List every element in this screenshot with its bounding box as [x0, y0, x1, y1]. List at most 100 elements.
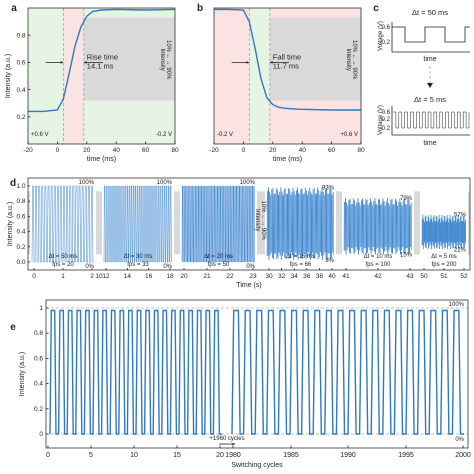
- segment-dt-label: Δt = 5 ms: [431, 254, 457, 260]
- segment-bottom-label: 0%: [85, 264, 94, 270]
- top-square-wave: [392, 26, 470, 43]
- right-voltage-label: -0.2 V: [156, 132, 172, 138]
- x-tick-label: 41: [342, 273, 350, 280]
- bottom-x-label: time: [423, 140, 436, 147]
- y-tick-label: 0.6: [34, 355, 43, 362]
- segment-bottom-label: 15%: [400, 253, 413, 259]
- y-tick-label: 1.0: [16, 183, 25, 190]
- y-tick-label: 0.8: [16, 32, 25, 39]
- segment-top-label: 93%: [322, 185, 335, 191]
- x-tick-label: 40: [113, 147, 121, 154]
- plot-frame: [27, 177, 471, 271]
- y-tick-label: 0.6: [16, 213, 25, 220]
- panel-letter: e: [10, 322, 16, 333]
- x-tick-label: 12: [102, 273, 110, 280]
- x-tick-label: 40: [299, 147, 307, 154]
- waveform-left: [49, 309, 222, 435]
- y-tick-label: 0.8: [16, 198, 25, 205]
- panel-letter: b: [197, 3, 203, 14]
- segment-waveform: [103, 185, 172, 263]
- band-word: Intensity: [254, 209, 260, 231]
- panel-e: e 100% 0% +1960 cycles 0 0.2 0.4 0.6 0.8 1 Intensi…: [10, 299, 471, 469]
- segment-dt-label: Δt = 15 ms: [286, 254, 315, 260]
- x-tick-label: 0: [56, 147, 60, 154]
- y-tick-label: 0.2: [16, 114, 25, 121]
- top-y-label: Voltage (V): [378, 21, 384, 51]
- x-tick-label: 2000: [455, 452, 471, 459]
- panel-letter: a: [11, 3, 17, 14]
- segment-bottom-label: 0%: [163, 264, 172, 270]
- band-word: Intensity: [345, 49, 351, 71]
- shade-right-top: [83, 8, 175, 18]
- shade-left-bottom: [28, 100, 64, 144]
- x-tick-label: 10: [95, 273, 103, 280]
- x-tick-label: 36: [303, 273, 311, 280]
- segment-dt-label: Δt = 20 ms: [204, 254, 233, 260]
- top-y-tick: -0.2: [380, 40, 391, 46]
- time-value: 14.1 ms: [87, 61, 114, 70]
- bottom-y-tick: 0.6: [382, 110, 391, 116]
- segment-top-label: 100%: [79, 180, 95, 186]
- shade-left-top: [28, 8, 64, 18]
- shade-mid: [249, 8, 270, 144]
- segment-bottom-label: 22%: [454, 247, 467, 253]
- y-tick-label: 0.4: [16, 229, 25, 236]
- x-tick-label: 30: [265, 273, 273, 280]
- x-tick-label: 14: [124, 273, 132, 280]
- x-tick-label: 1995: [398, 452, 414, 459]
- bottom-y-tick: 0.2: [382, 117, 391, 123]
- x-tick-label: 0: [32, 273, 36, 280]
- band-right: [269, 17, 361, 101]
- segment-top-label: 79%: [400, 196, 413, 202]
- x-tick-label: -20: [209, 147, 219, 154]
- y-tick-label: 0.8: [34, 330, 43, 337]
- segment-waveform: [31, 185, 94, 263]
- x-tick-label: 52: [460, 273, 468, 280]
- x-tick-label: 1: [61, 273, 65, 280]
- time-value: 11.7 ms: [273, 61, 299, 70]
- signal-curve: [214, 8, 361, 111]
- segment-fps-label: fps = 50: [208, 262, 230, 268]
- x-tick-label: 60: [142, 147, 150, 154]
- x-tick-label: 20: [83, 147, 91, 154]
- x-tick-label: 0: [46, 452, 50, 459]
- y-tick-label: 0: [39, 431, 43, 438]
- x-tick-label: 16: [145, 273, 153, 280]
- time-arrow-right-head: [83, 61, 87, 64]
- x-tick-label: 38: [316, 273, 324, 280]
- band-word: Intensity: [159, 49, 165, 71]
- panel-c: c Δt = 50 ms 0.6 -0.2 time Voltage (V) Δt = 5 …: [373, 3, 470, 147]
- x-axis-label: Time (s): [236, 282, 261, 289]
- x-tick-label: 20: [180, 273, 188, 280]
- segment-fps-label: fps = 33: [127, 262, 149, 268]
- panel-letter: c: [373, 3, 379, 14]
- x-tick-label: 80: [357, 147, 365, 154]
- segment-dt-label: Δt = 50 ms: [49, 254, 78, 260]
- band-right: [83, 17, 175, 101]
- x-tick-label: 42: [374, 273, 382, 280]
- bottom-square-wave: [393, 111, 470, 129]
- plot-frame: [213, 7, 362, 145]
- x-tick-label: 2: [90, 273, 94, 280]
- segment-fps-label: fps = 66: [290, 262, 312, 268]
- top-label: Δt = 50 ms: [412, 8, 448, 17]
- x-tick-label: 23: [249, 273, 257, 280]
- y-tick-label: 0.2: [16, 244, 25, 251]
- y-tick-label: 0.2: [34, 406, 43, 413]
- x-tick-label: 21: [203, 273, 211, 280]
- y-tick-label: 0.6: [16, 60, 25, 67]
- shade-left-bottom: [214, 100, 250, 144]
- waveform-right: [231, 309, 464, 435]
- shade-mid: [63, 8, 84, 144]
- time-arrow-left-head: [246, 61, 250, 64]
- panel-a: -20 0 20 40 60 80 time (ms) 0.2 0.4 0.6 0.8 Intensi…: [5, 3, 179, 163]
- x-tick-label: -20: [23, 147, 33, 154]
- x-tick-label: 1985: [283, 452, 299, 459]
- panel-letter: d: [10, 178, 16, 189]
- x-tick-label: 50: [420, 273, 428, 280]
- x-tick-label: 80: [171, 147, 179, 154]
- time-arrow-left-head: [60, 61, 64, 64]
- segment-fps-label: fps = 20: [52, 262, 74, 268]
